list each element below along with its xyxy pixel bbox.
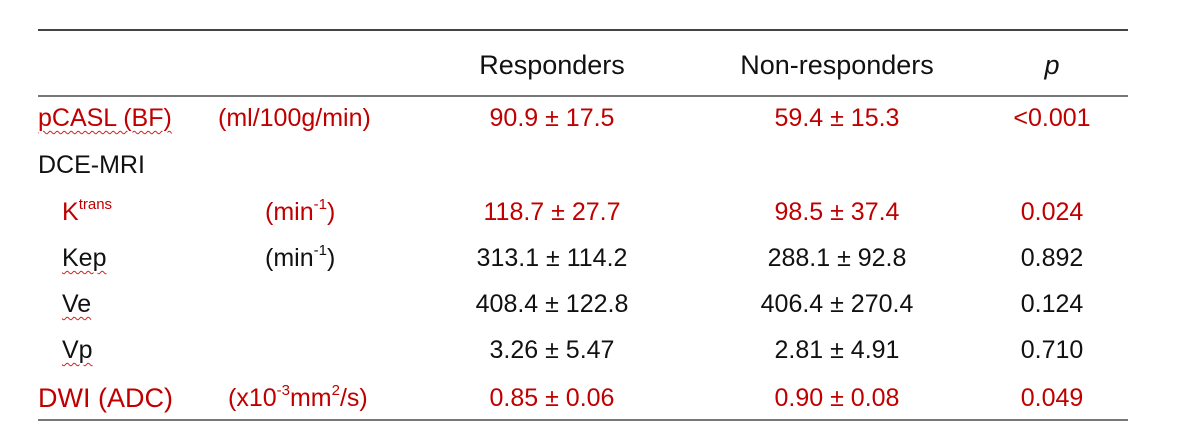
cell: 118.7 ± 27.7 xyxy=(483,198,621,226)
superscript: -1 xyxy=(313,196,327,213)
row-label: Kep xyxy=(62,243,106,273)
cell: 0.049 xyxy=(1020,384,1084,412)
text: Kep xyxy=(62,244,107,272)
column-header: Non-responders xyxy=(740,50,934,80)
row-label: pCASL (BF) xyxy=(38,103,172,133)
row-label: DWI (ADC) xyxy=(38,383,173,413)
text: (ml/100g/min) xyxy=(218,104,371,132)
text: K xyxy=(62,198,79,226)
unit: (min-1) xyxy=(265,197,335,227)
cell: 98.5 ± 37.4 xyxy=(774,198,900,226)
superscript: 2 xyxy=(331,382,340,399)
unit: (ml/100g/min) xyxy=(218,103,371,133)
column-header: Responders xyxy=(479,50,625,80)
cell: 0.892 xyxy=(1020,244,1084,272)
cell: 288.1 ± 92.8 xyxy=(767,244,907,272)
text: (min xyxy=(265,198,314,226)
cell: 408.4 ± 122.8 xyxy=(475,290,629,318)
cell: 0.90 ± 0.08 xyxy=(774,384,900,412)
header-rule xyxy=(38,95,1128,97)
text: Vp xyxy=(62,336,93,364)
cell: 59.4 ± 15.3 xyxy=(774,104,900,132)
row-label: Vp xyxy=(62,335,93,365)
unit: (min-1) xyxy=(265,243,335,273)
text: ) xyxy=(326,244,336,272)
text: ) xyxy=(326,198,336,226)
cell: 0.85 ± 0.06 xyxy=(489,384,615,412)
cell: 0.710 xyxy=(1020,336,1084,364)
cell: 90.9 ± 17.5 xyxy=(489,104,615,132)
superscript: trans xyxy=(78,196,113,213)
cell: 313.1 ± 114.2 xyxy=(476,244,628,272)
bottom-rule xyxy=(38,419,1128,421)
row-label: Ve xyxy=(62,289,91,319)
text: DWI (ADC) xyxy=(38,383,173,413)
column-header: p xyxy=(1044,50,1060,80)
text: Ve xyxy=(62,290,92,318)
text: /s) xyxy=(339,384,368,412)
cell: 2.81 ± 4.91 xyxy=(774,336,900,364)
cell: 3.26 ± 5.47 xyxy=(489,336,615,364)
text: pCASL (BF) xyxy=(38,104,172,132)
text: mm xyxy=(289,384,332,412)
cell: <0.001 xyxy=(1013,104,1091,132)
superscript: -3 xyxy=(276,382,290,399)
superscript: -1 xyxy=(313,242,327,259)
text: (min xyxy=(265,244,314,272)
text: DCE-MRI xyxy=(38,151,145,179)
cell: 0.024 xyxy=(1020,198,1084,226)
unit: (x10-3mm2/s) xyxy=(228,383,368,413)
row-label: Ktrans xyxy=(62,197,112,227)
cell: 406.4 ± 270.4 xyxy=(760,290,914,318)
row-label: DCE-MRI xyxy=(38,150,145,180)
top-rule xyxy=(38,29,1128,31)
cell: 0.124 xyxy=(1020,290,1084,318)
text: (x10 xyxy=(228,384,277,412)
